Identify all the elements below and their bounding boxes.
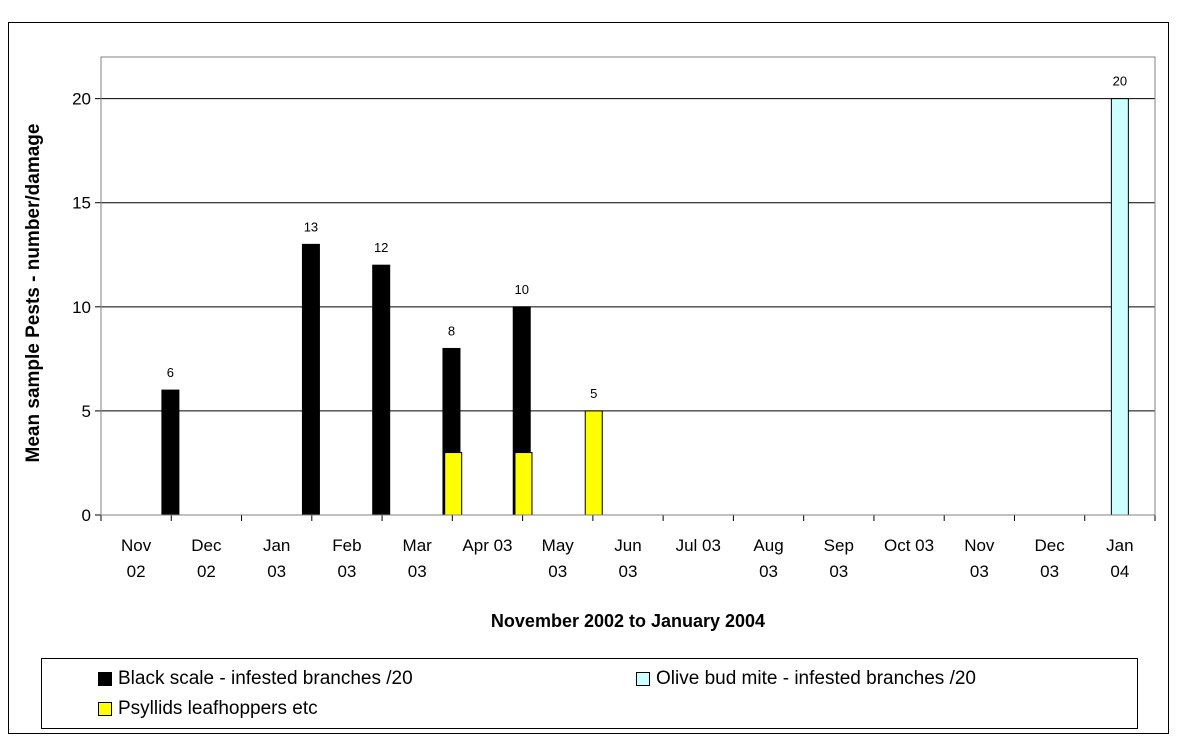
y-tick-label: 5 [82,402,91,421]
legend-item-black-scale: Black scale - infested branches /20 [98,667,413,691]
chart-frame [8,22,1169,734]
x-tick-label: Nov [121,536,152,555]
x-tick-label: 03 [1040,562,1059,581]
data-label: 10 [514,282,528,297]
y-tick-label: 0 [82,506,91,525]
data-labels: 6 13 12 8 10 20 3 3 5 [167,74,1127,443]
x-tick-label: Jan [263,536,290,555]
x-tick-label: 03 [267,562,286,581]
x-tick-label: Nov [964,536,995,555]
legend-item-psyllids: Psyllids leafhoppers etc [98,697,318,721]
legend-swatch [98,702,112,716]
x-axis-ticks: Nov 02 Dec 02 Jan 03 Feb 03 Mar 03 Apr 03 May 03 Jun 0… [100,515,1156,581]
x-tick-label: 02 [197,562,216,581]
data-label: 13 [304,219,318,234]
gridlines [101,98,1155,412]
plot-area-border [100,56,1156,516]
y-tick-label: 20 [72,90,91,109]
data-label: 3 [520,428,527,443]
x-tick-label: Mar [403,536,433,555]
x-tick-label: 03 [619,562,638,581]
x-tick-label: May [542,536,575,555]
data-label: 6 [167,365,174,380]
x-tick-label: Apr 03 [462,536,512,555]
bar [161,389,180,516]
x-tick-label: Jan [1106,536,1133,555]
y-tick-label: 15 [72,194,91,213]
x-tick-label: Jul 03 [676,536,721,555]
bar [514,452,533,516]
bar [444,452,463,516]
x-axis-title: November 2002 to January 2004 [491,611,765,631]
x-tick-label: 03 [759,562,778,581]
x-tick-label: 03 [548,562,567,581]
bar [584,410,603,516]
x-tick-label: 04 [1110,562,1129,581]
y-axis-title: Mean sample Pests - number/damage [23,124,44,463]
bar [1110,98,1129,516]
data-label: 12 [374,240,388,255]
y-tick-label: 10 [72,298,91,317]
legend-swatch [636,672,650,686]
data-label: 8 [448,323,455,338]
y-axis-ticks: 0 5 10 15 20 [72,90,101,525]
x-tick-label: Dec [1034,536,1065,555]
x-tick-label: Dec [191,536,222,555]
x-tick-label: 03 [829,562,848,581]
legend-label: Psyllids leafhoppers etc [118,698,318,719]
bar [372,264,391,516]
data-label: 5 [590,386,597,401]
x-tick-label: 03 [337,562,356,581]
x-tick-label: Oct 03 [884,536,934,555]
x-tick-label: Sep [824,536,854,555]
x-tick-label: 03 [408,562,427,581]
data-label: 20 [1113,74,1127,89]
legend-label: Black scale - infested branches /20 [118,668,413,689]
bar [301,243,320,516]
legend-label: Olive bud mite - infested branches /20 [656,668,977,689]
x-tick-label: Jun [614,536,641,555]
data-label: 3 [450,428,457,443]
legend: Black scale - infested branches /20 Oliv… [41,658,1138,729]
x-tick-label: Feb [332,536,361,555]
x-tick-label: Aug [753,536,783,555]
x-tick-label: 03 [970,562,989,581]
legend-item-olive-bud-mite: Olive bud mite - infested branches /20 [636,667,976,691]
x-tick-label: 02 [127,562,146,581]
legend-swatch [98,672,112,686]
